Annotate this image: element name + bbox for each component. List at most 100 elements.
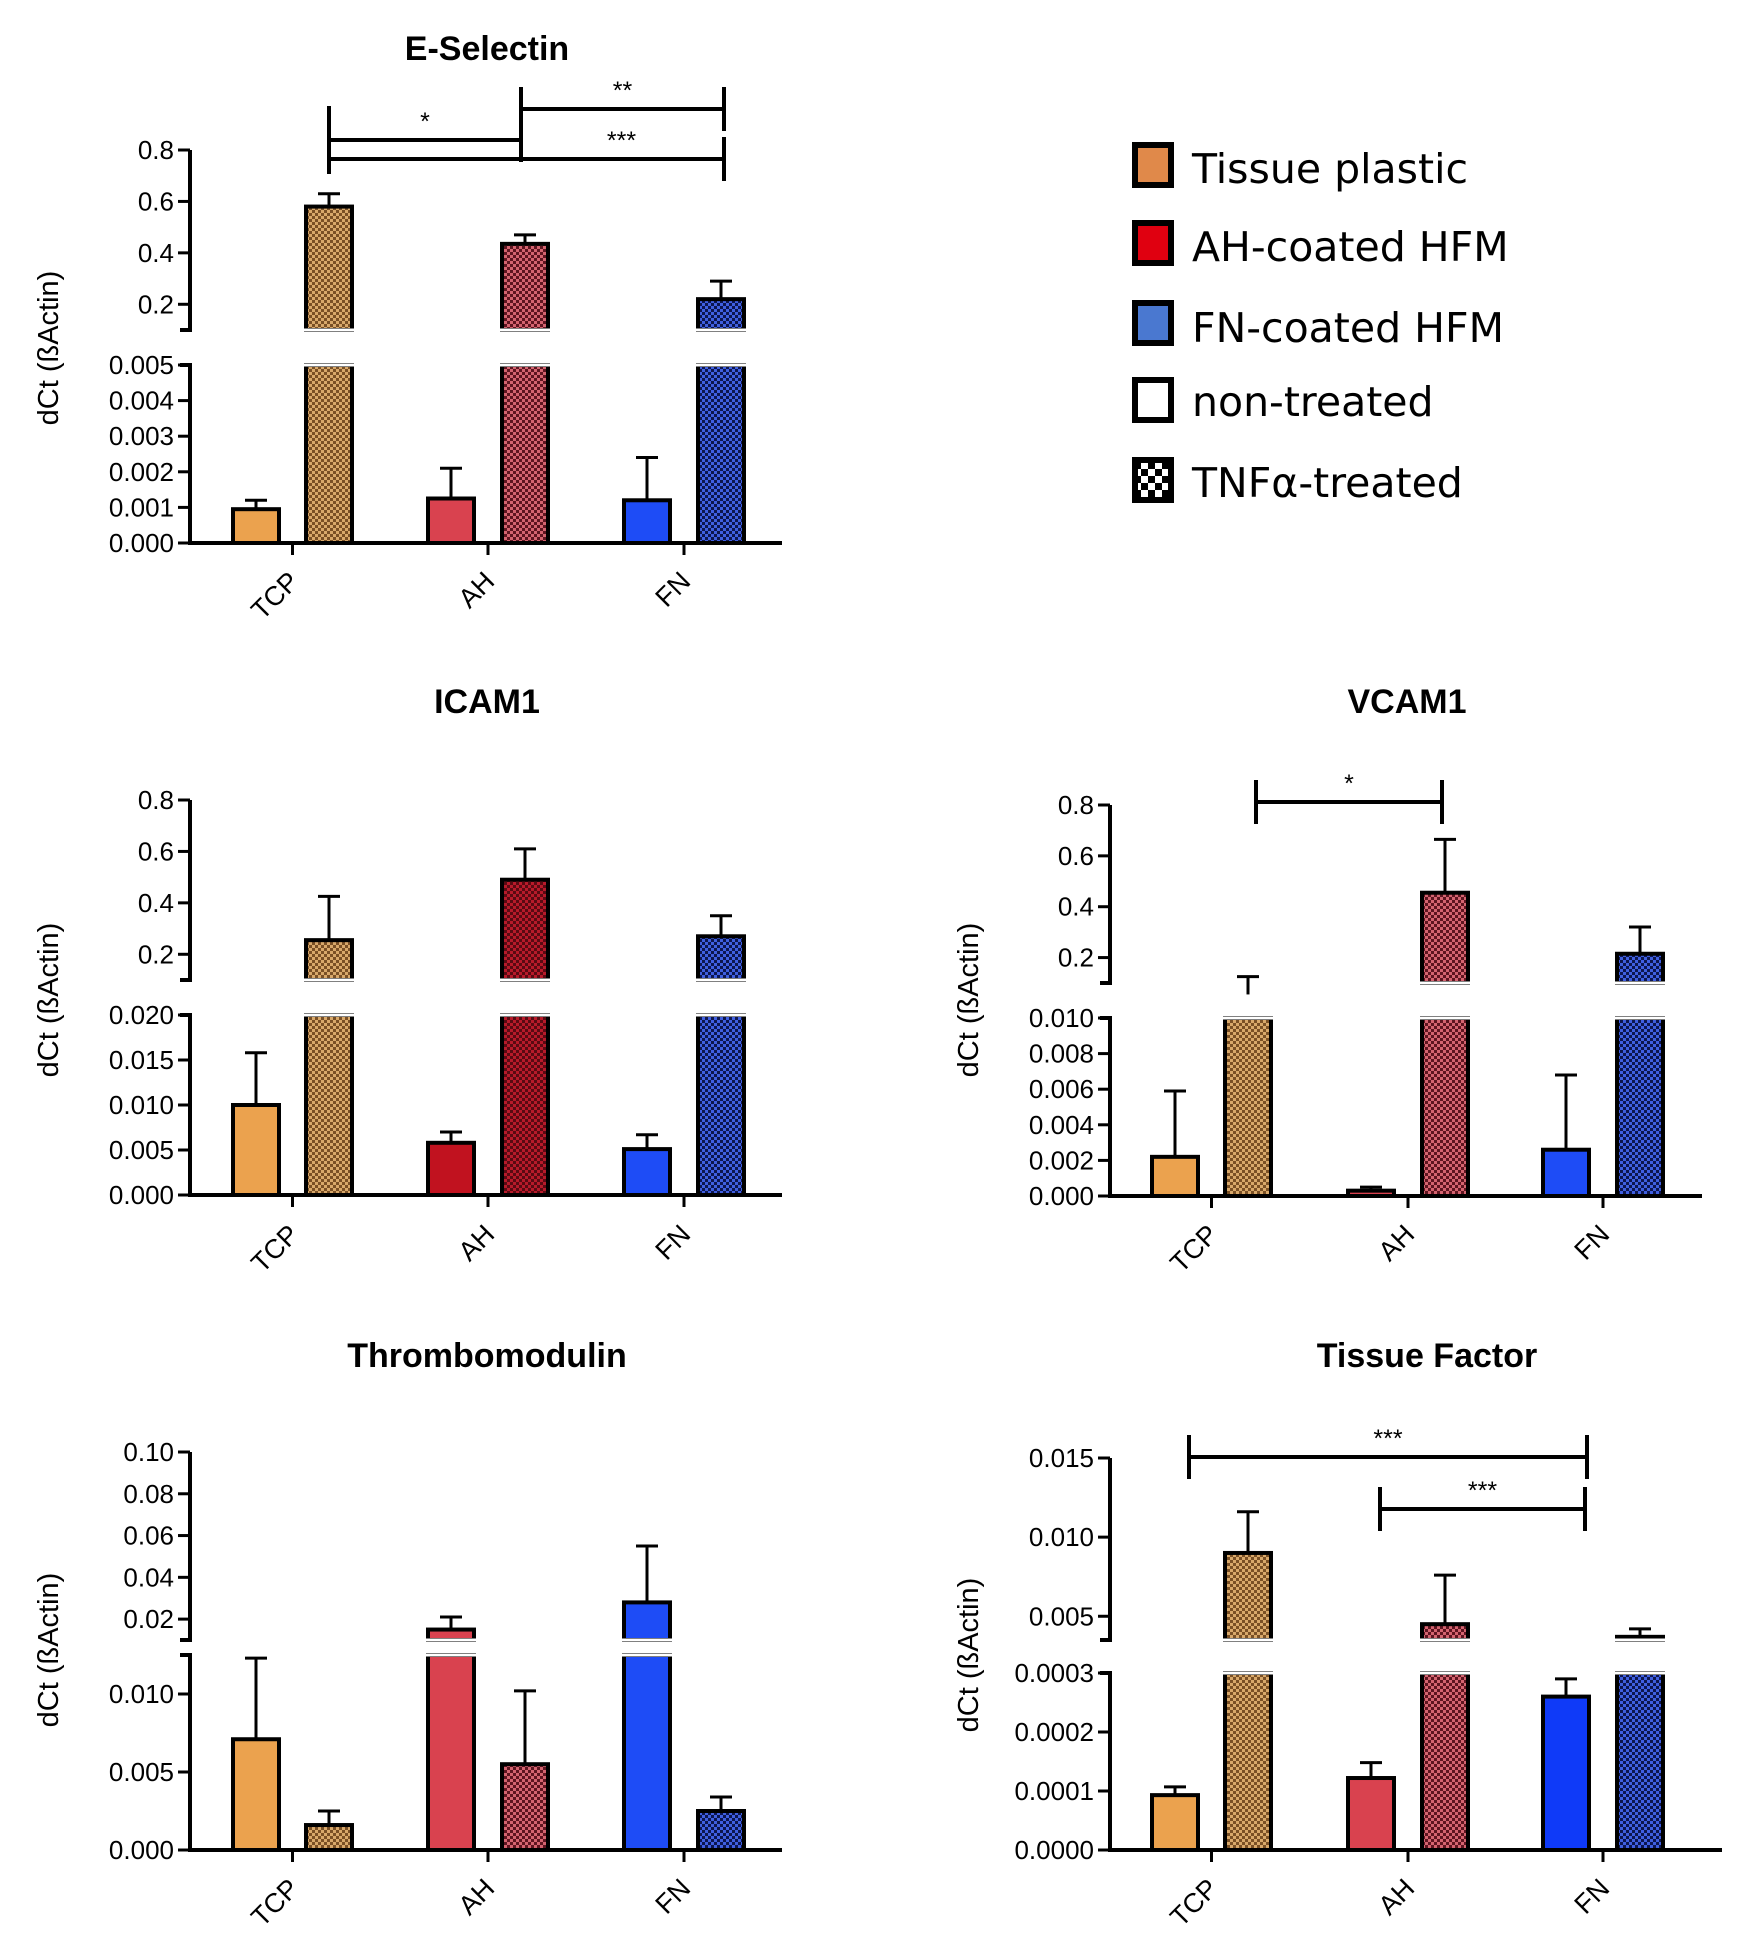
bar-tcp-non-treated (1150, 1154, 1200, 1198)
x-category-label: TCP (245, 566, 304, 625)
y-tick-label: 0.2 (1058, 943, 1094, 973)
y-axis-label: dCt (ßActin) (953, 1578, 985, 1733)
y-tick-label: 0.003 (109, 421, 174, 451)
bar-tcp-non-treated (231, 1737, 281, 1852)
legend-item-fn-coated-hfm: FN-coated HFM (1132, 300, 1504, 352)
y-tick-label: 0.0001 (1014, 1776, 1094, 1806)
bar-tcp-non-treated (231, 507, 281, 545)
legend-swatch-empty (1132, 377, 1174, 423)
bar-tcp-tnf-treated-lower (1223, 1016, 1273, 1198)
y-axis-label: dCt (ßActin) (33, 271, 65, 426)
bar-fn-tnf-treated-upper (696, 934, 746, 982)
significance-label: * (420, 108, 430, 136)
legend-swatch-orange (1132, 142, 1174, 188)
significance-label: *** (1468, 1477, 1497, 1505)
y-tick-label: 0.020 (109, 1000, 174, 1030)
bar-ah-non-treated (1346, 1188, 1396, 1199)
bar-fn-non-treated-lower (622, 1653, 672, 1852)
bar-fn-tnf-treated (696, 1809, 746, 1852)
y-tick-label: 0.004 (1029, 1110, 1094, 1140)
legend: Tissue plastic AH-coated HFM FN-coated H… (1132, 142, 1509, 507)
legend-label: Tissue plastic (1191, 145, 1468, 193)
legend-label: FN-coated HFM (1192, 304, 1504, 352)
x-category-label: TCP (245, 1219, 304, 1278)
y-tick-label: 0.2 (138, 289, 174, 319)
y-tick-label: 0.6 (138, 836, 174, 866)
bar-tcp-tnf-treated (304, 1823, 354, 1853)
bar-tcp-tnf-treated-upper (1223, 1550, 1273, 1643)
y-tick-label: 0.002 (109, 457, 174, 487)
bar-fn-tnf-treated-lower (1615, 1016, 1665, 1198)
bar-ah-tnf-treated-lower (1420, 1671, 1470, 1852)
bar-ah-tnf-treated-lower (1420, 1016, 1470, 1198)
y-tick-label: 0.04 (123, 1562, 174, 1592)
y-tick-label: 0.015 (109, 1045, 174, 1075)
legend-label: TNFα-treated (1191, 459, 1463, 507)
legend-item-non-treated: non-treated (1132, 377, 1434, 426)
y-tick-label: 0.010 (1029, 1003, 1094, 1033)
x-category-label: AH (453, 1873, 501, 1921)
bar-ah-non-treated-lower (426, 1653, 476, 1852)
chart-title: VCAM1 (1347, 683, 1466, 721)
y-tick-label: 0.06 (123, 1521, 174, 1551)
y-tick-label: 0.6 (1058, 841, 1094, 871)
y-tick-label: 0.0002 (1014, 1717, 1094, 1747)
y-tick-label: 0.2 (138, 939, 174, 969)
legend-item-ah-coated-hfm: AH-coated HFM (1132, 220, 1509, 271)
bar-tcp-non-treated (231, 1103, 281, 1197)
bar-ah-non-treated-upper (426, 1627, 476, 1642)
x-category-label: TCP (1164, 1873, 1223, 1932)
legend-item-tnf-treated: TNFα-treated (1132, 457, 1463, 507)
bar-ah-tnf-treated-lower (500, 363, 550, 545)
y-axis-label: dCt (ßActin) (33, 1573, 65, 1728)
bar-ah-non-treated (426, 496, 476, 545)
legend-label: non-treated (1192, 378, 1434, 426)
bar-tcp-tnf-treated-lower (304, 363, 354, 545)
bar-ah-tnf-treated (500, 1762, 550, 1852)
chart-icam1: ICAM1 dCt (ßActin) 0.000 0.005 0.010 0.015 0.0… (33, 683, 782, 1278)
bar-fn-tnf-treated-lower (696, 1013, 746, 1197)
chart-title: ICAM1 (434, 683, 540, 721)
bar-tcp-non-treated (1150, 1793, 1200, 1853)
y-tick-label: 0.8 (138, 785, 174, 815)
bar-ah-tnf-treated-upper (1420, 1622, 1470, 1643)
bar-fn-tnf-treated-lower (696, 363, 746, 545)
significance-label: *** (607, 127, 636, 155)
y-tick-label: 0.000 (109, 1180, 174, 1210)
bar-ah-tnf-treated-upper (500, 241, 550, 333)
chart-title: Thrombomodulin (347, 1337, 627, 1375)
y-tick-label: 0.8 (1058, 790, 1094, 820)
y-tick-label: 0.010 (1029, 1522, 1094, 1552)
chart-thrombomodulin: Thrombomodulin dCt (ßActin) 0.000 0.005 0.01… (33, 1337, 782, 1932)
legend-swatch-checker (1132, 457, 1174, 503)
bar-fn-tnf-treated-upper (696, 297, 746, 332)
x-category-label: FN (1569, 1873, 1616, 1920)
bar-fn-non-treated (622, 498, 672, 545)
x-category-label: FN (1569, 1219, 1616, 1266)
bar-tcp-tnf-treated-lower (304, 1013, 354, 1197)
y-tick-label: 0.0003 (1014, 1658, 1094, 1688)
chart-vcam1: VCAM1 dCt (ßActin) 0.000 0.002 0.004 0.006 0.0… (953, 683, 1702, 1278)
y-tick-label: 0.000 (109, 528, 174, 558)
significance-label: *** (1373, 1425, 1402, 1453)
bar-fn-non-treated-upper (622, 1600, 672, 1643)
bar-ah-tnf-treated-upper (1420, 890, 1470, 986)
y-tick-label: 0.015 (1029, 1443, 1094, 1473)
bar-fn-tnf-treated-upper (1615, 951, 1665, 985)
y-tick-label: 0.006 (1029, 1074, 1094, 1104)
y-tick-label: 0.02 (123, 1604, 174, 1634)
significance-label: ** (613, 77, 633, 105)
bar-ah-non-treated (426, 1140, 476, 1198)
y-axis-label: dCt (ßActin) (33, 923, 65, 1078)
y-tick-label: 0.002 (1029, 1145, 1094, 1175)
legend-swatch-blue (1132, 300, 1174, 346)
y-tick-label: 0.4 (138, 238, 174, 268)
bar-ah-tnf-treated-upper (500, 877, 550, 983)
x-category-label: FN (650, 566, 697, 613)
x-category-label: TCP (245, 1873, 304, 1932)
y-axis-label: dCt (ßActin) (953, 923, 985, 1078)
y-tick-label: 0.4 (1058, 892, 1094, 922)
y-tick-label: 0.000 (1029, 1181, 1094, 1211)
x-category-label: TCP (1164, 1219, 1223, 1278)
